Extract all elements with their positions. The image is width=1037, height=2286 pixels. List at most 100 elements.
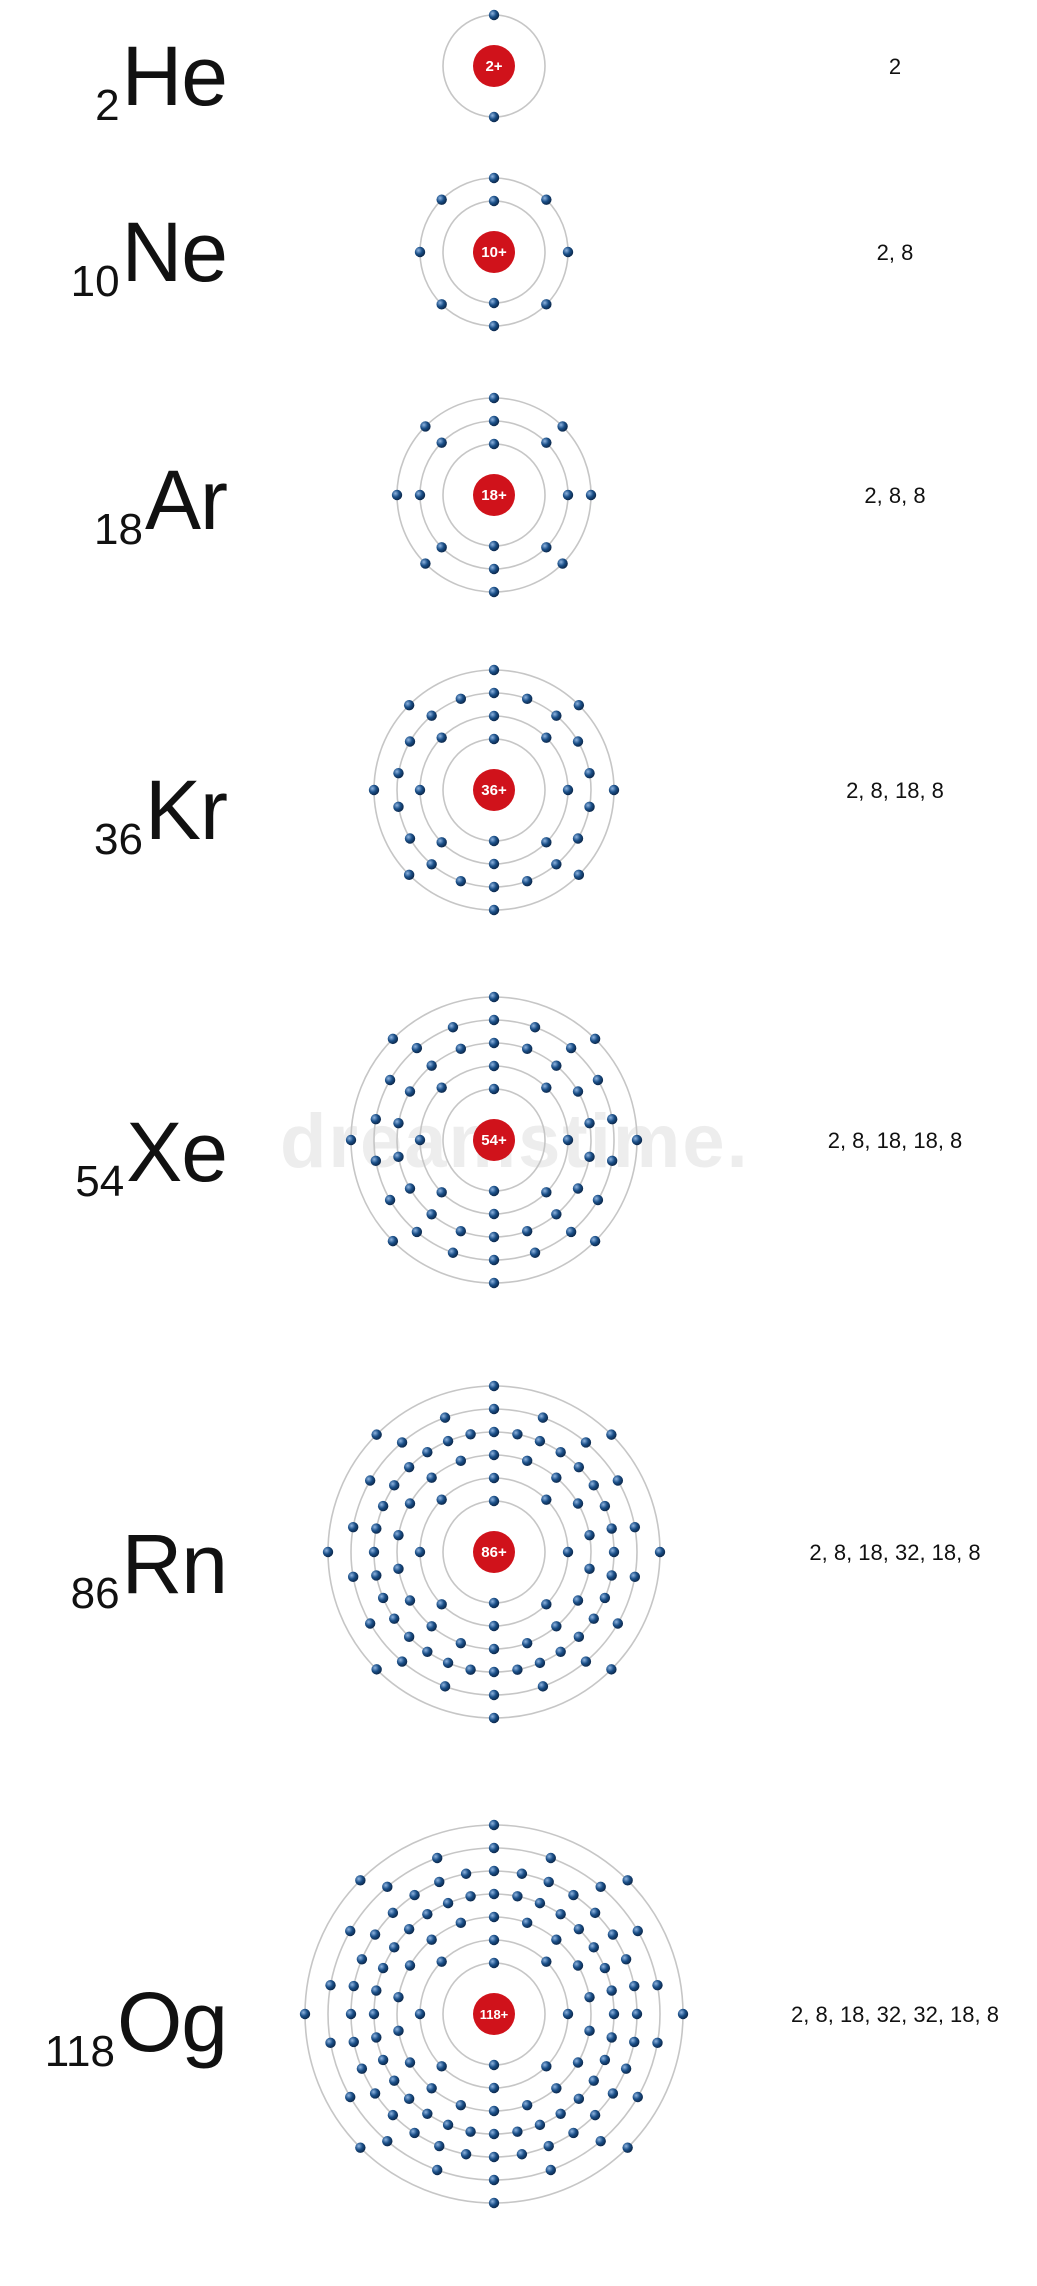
electron (588, 1942, 599, 1953)
electron (488, 904, 500, 916)
electron (488, 1597, 500, 1609)
electron (488, 297, 500, 309)
electron (414, 1134, 426, 1146)
electron (404, 1086, 416, 1097)
electron (488, 438, 500, 450)
electron (592, 1074, 604, 1086)
electron (488, 1957, 500, 1969)
electron-configuration: 2, 8, 18, 32, 18, 8 (809, 1540, 981, 1565)
electron (488, 664, 500, 676)
electron (573, 1923, 585, 1935)
electron (404, 1960, 416, 1971)
electron (620, 2063, 632, 2074)
electron (612, 1618, 624, 1629)
electron (387, 1907, 399, 1919)
electron (355, 2142, 366, 2153)
electron (488, 172, 500, 184)
electron (521, 1043, 533, 1055)
electron (541, 837, 552, 848)
electron (488, 991, 500, 1003)
electron (589, 1235, 601, 1247)
electron (356, 2063, 368, 2074)
element-row-og: 118 Og 118+ 2, 8, 18, 32, 32, 18, 8 (0, 1760, 1037, 2286)
electron (572, 1960, 584, 1971)
electron (465, 2126, 476, 2137)
electron (371, 1570, 382, 1581)
electron (521, 1637, 533, 1649)
electron (606, 1155, 618, 1167)
electron (551, 710, 562, 721)
electron (599, 1592, 611, 1604)
atom-diagram: 36+ (368, 664, 620, 916)
electron (555, 1447, 566, 1458)
symbol-text: Ne (121, 205, 228, 299)
electron (488, 881, 500, 893)
electron (439, 1412, 451, 1423)
electron (393, 1529, 404, 1541)
electron (355, 1875, 366, 1886)
electron (572, 833, 584, 844)
electron (347, 1571, 359, 1583)
atomic-number: 10 (70, 257, 120, 306)
electron (414, 489, 426, 501)
electron (534, 2119, 546, 2131)
electron (562, 1546, 574, 1558)
electron (573, 1631, 585, 1643)
electron (631, 2008, 643, 2020)
electron (584, 1991, 595, 2003)
electron (403, 869, 415, 881)
electron (572, 1498, 584, 1509)
electron (488, 2059, 500, 2071)
electron (562, 1134, 574, 1146)
atomic-number: 36 (94, 815, 143, 864)
electron (572, 736, 584, 747)
electron (551, 859, 562, 870)
electron (555, 1646, 566, 1657)
electron (403, 1923, 415, 1935)
electron (572, 2057, 584, 2068)
electron (488, 195, 500, 207)
electron (436, 542, 447, 553)
electron (541, 1082, 552, 1093)
electron (414, 246, 426, 258)
electron (488, 1888, 500, 1900)
element-row-ar: 18 Ar 18+ 2, 8, 8 (0, 340, 1037, 640)
electron (551, 1209, 562, 1220)
electron (677, 2008, 689, 2020)
electron (652, 2037, 663, 2049)
electron (371, 2032, 382, 2043)
atom-diagram: 54+ (345, 991, 643, 1289)
electron (404, 1498, 416, 1509)
nucleus-charge-label: 118+ (480, 2007, 509, 2022)
electron (455, 693, 467, 705)
electron (377, 2054, 389, 2066)
electron (541, 732, 552, 743)
electron (436, 437, 447, 448)
atom-diagram: 18+ (391, 392, 597, 598)
electron (488, 563, 500, 575)
electron (325, 2037, 336, 2049)
electron (606, 1113, 618, 1125)
electron (404, 1595, 416, 1606)
atom-diagram: 118+ (299, 1819, 689, 2209)
electron (488, 1403, 500, 1415)
electron (572, 1595, 584, 1606)
electron (573, 2093, 585, 2105)
electron (488, 1666, 500, 1678)
electron (488, 392, 500, 404)
atomic-number: 118 (44, 2027, 115, 2076)
electron (607, 1929, 619, 1940)
electron (488, 1495, 500, 1507)
electron (368, 1546, 380, 1558)
electron (404, 1183, 416, 1194)
electron (345, 2091, 356, 2103)
electron (432, 1852, 443, 1864)
electron (488, 1819, 500, 1831)
nucleus (473, 474, 515, 516)
electron (426, 1060, 437, 1071)
electron (422, 1646, 433, 1657)
electron (488, 9, 500, 21)
electron (620, 1954, 632, 1965)
electron (488, 540, 500, 552)
electron-configuration: 2, 8, 18, 8 (846, 778, 944, 803)
